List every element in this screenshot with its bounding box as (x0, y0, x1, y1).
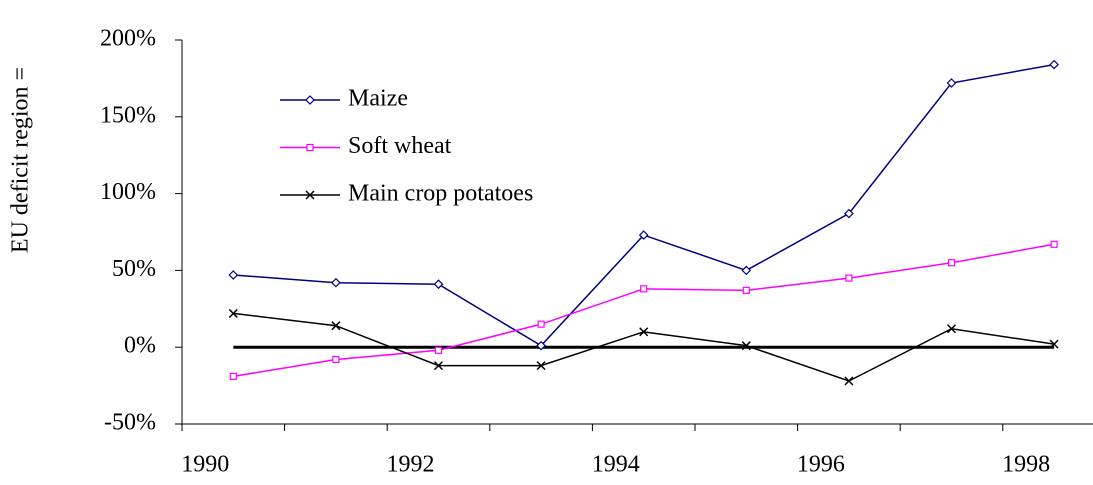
marker (1050, 240, 1058, 248)
y-tick-label: -50% (104, 410, 156, 436)
x-tick-label: 1990 (181, 452, 229, 478)
marker (332, 355, 340, 364)
marker (947, 259, 956, 267)
legend-label: Soft wheat (348, 133, 452, 159)
marker (638, 230, 649, 240)
y-tick-label: 100% (100, 179, 156, 205)
x-tick-label: 1994 (592, 452, 640, 478)
marker (742, 286, 750, 294)
marker (536, 361, 546, 371)
marker (640, 285, 648, 293)
marker (844, 208, 854, 219)
legend-label: Maize (348, 86, 408, 112)
marker (639, 327, 649, 337)
marker (331, 277, 341, 288)
marker (741, 341, 751, 351)
marker (845, 274, 853, 282)
marker (844, 376, 854, 386)
x-tick-label: 1996 (797, 452, 845, 478)
y-tick-label: 150% (100, 102, 156, 128)
marker (1049, 339, 1059, 349)
marker (741, 265, 752, 276)
x-tick-label: 1992 (387, 452, 435, 478)
legend-label: Main crop potatoes (348, 181, 533, 207)
marker (946, 324, 957, 334)
marker (229, 372, 237, 380)
marker (537, 320, 545, 328)
marker (305, 95, 315, 105)
y-tick-label: 0% (124, 333, 156, 359)
marker (434, 346, 443, 354)
marker (946, 78, 957, 88)
marker (306, 143, 314, 152)
y-axis-label: EU deficit region = (8, 67, 34, 253)
marker (1049, 59, 1059, 70)
marker (305, 190, 315, 200)
marker (433, 361, 444, 371)
y-tick-label: 200% (100, 26, 156, 52)
marker (228, 308, 238, 318)
marker (331, 321, 341, 331)
series-line (233, 243, 1055, 378)
y-tick-label: 50% (112, 256, 156, 282)
marker (228, 270, 239, 280)
marker (536, 340, 546, 351)
marker (433, 279, 444, 290)
x-tick-label: 1998 (1002, 452, 1050, 478)
